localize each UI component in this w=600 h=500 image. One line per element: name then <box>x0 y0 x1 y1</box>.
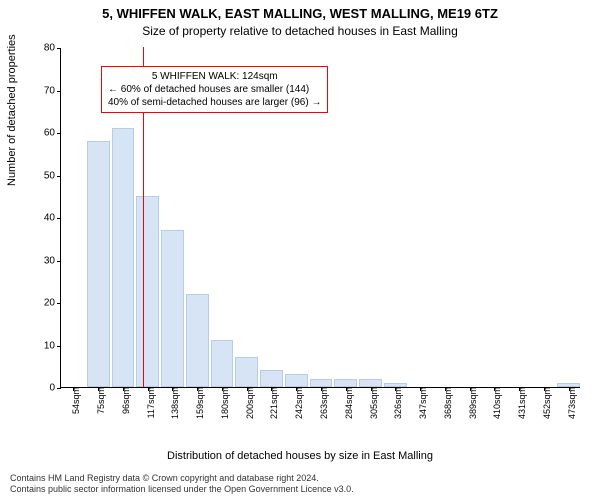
attribution: Contains HM Land Registry data © Crown c… <box>10 473 354 496</box>
y-tick-mark <box>57 48 61 49</box>
y-tick-mark <box>57 176 61 177</box>
y-tick-mark <box>57 218 61 219</box>
annotation-line: 5 WHIFFEN WALK: 124sqm <box>108 70 321 83</box>
x-tick-mark <box>296 387 297 391</box>
x-tick-label: 200sqm <box>243 387 255 419</box>
histogram-bar <box>211 340 234 387</box>
x-tick-label: 326sqm <box>391 387 403 419</box>
x-tick-mark <box>420 387 421 391</box>
x-tick-mark <box>247 387 248 391</box>
x-tick-label: 75sqm <box>94 387 106 414</box>
x-tick-label: 368sqm <box>441 387 453 419</box>
x-tick-label: 452sqm <box>540 387 552 419</box>
x-tick-mark <box>544 387 545 391</box>
x-tick-label: 284sqm <box>342 387 354 419</box>
annotation-box: 5 WHIFFEN WALK: 124sqm← 60% of detached … <box>101 66 328 113</box>
y-tick-mark <box>57 133 61 134</box>
x-tick-label: 54sqm <box>69 387 81 414</box>
attribution-line: Contains public sector information licen… <box>10 484 354 496</box>
histogram-bar <box>235 357 258 387</box>
x-tick-label: 159sqm <box>193 387 205 419</box>
x-tick-mark <box>346 387 347 391</box>
x-tick-label: 138sqm <box>168 387 180 419</box>
x-tick-mark <box>470 387 471 391</box>
annotation-line: 40% of semi-detached houses are larger (… <box>108 96 321 109</box>
y-tick-mark <box>57 91 61 92</box>
x-tick-mark <box>445 387 446 391</box>
x-tick-mark <box>569 387 570 391</box>
x-tick-label: 180sqm <box>218 387 230 419</box>
x-tick-label: 96sqm <box>119 387 131 414</box>
x-tick-mark <box>321 387 322 391</box>
chart-area: 0102030405060708054sqm75sqm96sqm117sqm13… <box>60 48 580 418</box>
x-tick-label: 473sqm <box>565 387 577 419</box>
x-tick-label: 221sqm <box>267 387 279 419</box>
histogram-bar <box>384 383 407 387</box>
annotation-line: ← 60% of detached houses are smaller (14… <box>108 83 321 96</box>
x-tick-label: 263sqm <box>317 387 329 419</box>
histogram-bar <box>359 379 382 388</box>
histogram-bar <box>186 294 209 388</box>
x-tick-mark <box>172 387 173 391</box>
chart-title: 5, WHIFFEN WALK, EAST MALLING, WEST MALL… <box>0 6 600 21</box>
y-axis-label: Number of detached properties <box>6 34 18 186</box>
x-tick-label: 305sqm <box>367 387 379 419</box>
y-tick-mark <box>57 261 61 262</box>
histogram-bar <box>136 196 159 387</box>
x-tick-mark <box>73 387 74 391</box>
x-tick-mark <box>222 387 223 391</box>
x-tick-label: 389sqm <box>466 387 478 419</box>
x-tick-mark <box>271 387 272 391</box>
histogram-bar <box>310 379 333 388</box>
y-tick-mark <box>57 346 61 347</box>
x-tick-mark <box>395 387 396 391</box>
x-tick-mark <box>197 387 198 391</box>
histogram-bar <box>557 383 580 387</box>
x-tick-mark <box>494 387 495 391</box>
x-tick-mark <box>148 387 149 391</box>
histogram-bar <box>161 230 184 387</box>
y-tick-mark <box>57 388 61 389</box>
histogram-bar <box>334 379 357 388</box>
x-tick-label: 117sqm <box>144 387 156 418</box>
x-tick-mark <box>123 387 124 391</box>
histogram-bar <box>260 370 283 387</box>
x-tick-label: 347sqm <box>416 387 428 419</box>
x-tick-label: 431sqm <box>515 387 527 419</box>
histogram-bar <box>285 374 308 387</box>
chart-subtitle: Size of property relative to detached ho… <box>0 24 600 38</box>
x-tick-mark <box>98 387 99 391</box>
histogram-bar <box>87 141 110 388</box>
histogram-bar <box>112 128 135 387</box>
x-tick-mark <box>371 387 372 391</box>
x-axis-label: Distribution of detached houses by size … <box>0 450 600 462</box>
x-tick-label: 242sqm <box>292 387 304 419</box>
chart-container: 5, WHIFFEN WALK, EAST MALLING, WEST MALL… <box>0 0 600 500</box>
x-tick-label: 410sqm <box>490 387 502 419</box>
plot-area: 0102030405060708054sqm75sqm96sqm117sqm13… <box>60 48 580 388</box>
x-tick-mark <box>519 387 520 391</box>
y-tick-mark <box>57 303 61 304</box>
attribution-line: Contains HM Land Registry data © Crown c… <box>10 473 354 485</box>
